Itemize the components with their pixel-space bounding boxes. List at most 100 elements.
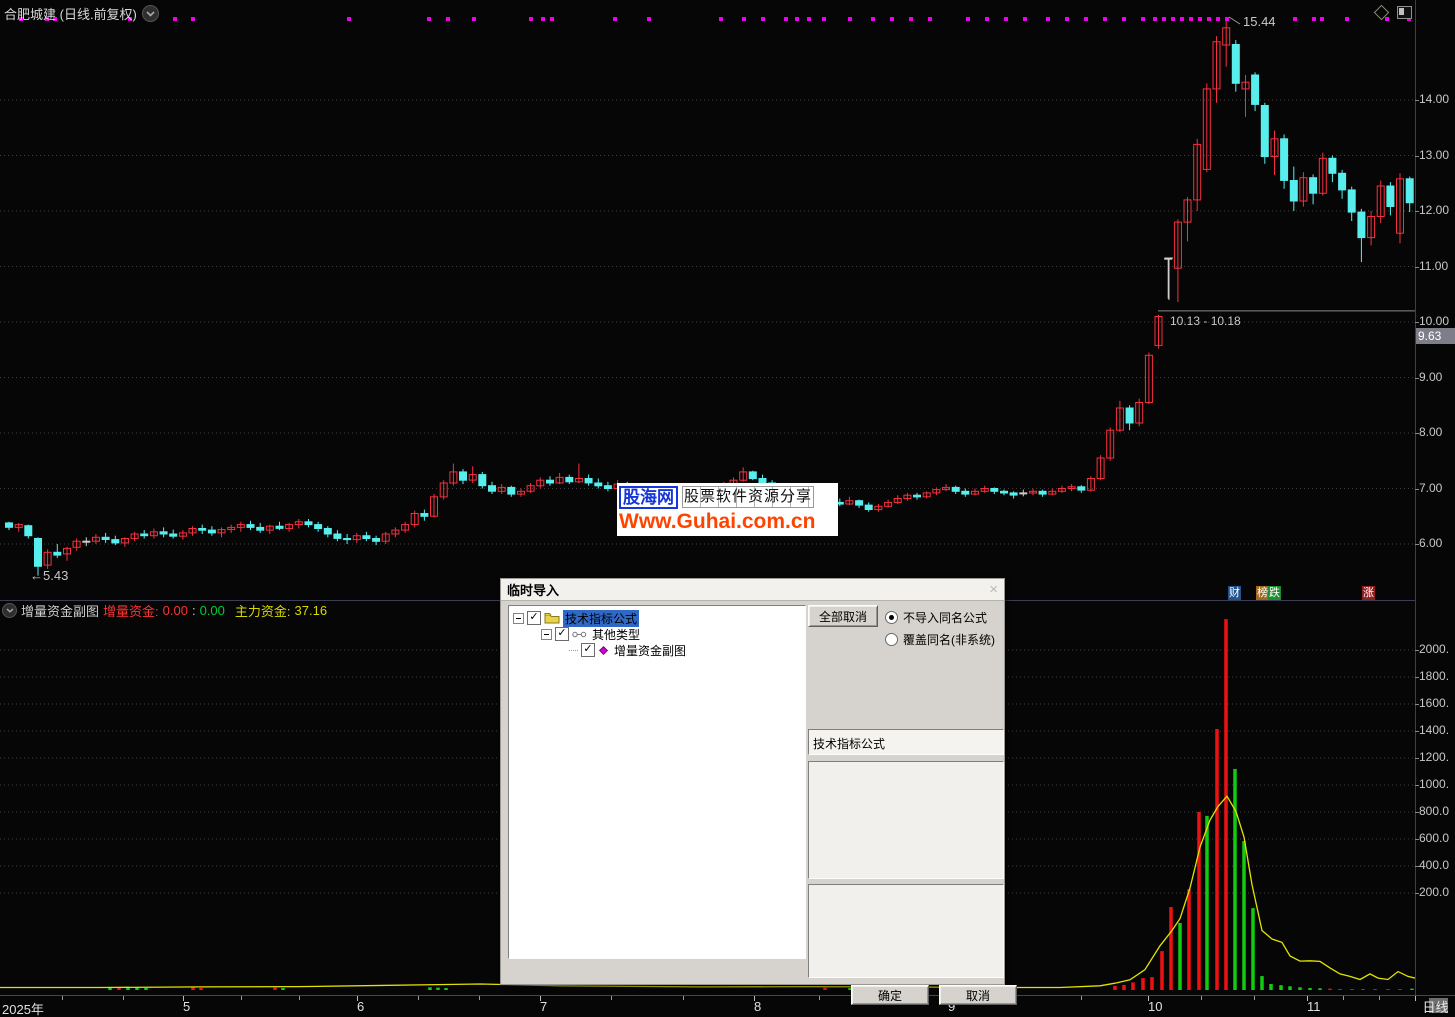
period-selector[interactable]: 日线 (1422, 1000, 1449, 1015)
candle (63, 546, 71, 561)
radio-option[interactable]: 不导入同名公式 (885, 609, 987, 626)
tree-item-label[interactable]: 增量资金副图 (614, 643, 687, 658)
signal-dot (541, 17, 545, 21)
candle (1096, 455, 1105, 481)
axis-tick (357, 996, 358, 1001)
candle (1396, 173, 1404, 244)
candle (34, 537, 42, 576)
quick-tag[interactable]: 跌 (1268, 586, 1281, 600)
tree-checkbox[interactable]: ✓ (555, 627, 569, 641)
candle (546, 476, 554, 486)
ok-button[interactable]: 确定 (851, 985, 929, 1005)
signal-dot (1189, 17, 1193, 21)
axis-tick (1415, 731, 1419, 732)
gap-annotation: 10.13 - 10.18 (1170, 314, 1241, 328)
candle (942, 484, 950, 492)
signal-dot (19, 17, 23, 21)
folder-icon (544, 612, 560, 624)
axis-tick (1415, 704, 1419, 705)
axis-tick (1307, 996, 1308, 1001)
tree-item-label[interactable]: 技术指标公式 (563, 609, 640, 627)
tree-item-label[interactable]: 其他类型 (592, 627, 641, 642)
formula-tree[interactable]: ✓ 技术指标公式 ✓ 其他类型 ✓ 增量资金副图 (508, 605, 806, 959)
axis-tick (1415, 267, 1419, 268)
candle (536, 477, 545, 489)
signal-dot (472, 17, 476, 21)
candle (893, 495, 902, 504)
cancel-all-button[interactable]: 全部取消 (808, 605, 878, 627)
signal-dot (1065, 17, 1069, 21)
stock-title-label: 合肥城建 (日线.前复权) (4, 7, 137, 22)
candle (439, 480, 448, 500)
tree-checkbox[interactable]: ✓ (581, 643, 595, 657)
split-pane-icon[interactable] (1397, 6, 1412, 19)
value-axis-label: 1200. (1419, 750, 1450, 764)
close-icon[interactable]: × (989, 581, 998, 598)
dialog-body: ✓ 技术指标公式 ✓ 其他类型 ✓ 增量资金副图 全部取消 不导入同名公式 覆盖同名(非系… (501, 601, 1017, 1005)
candle (391, 527, 400, 538)
axis-tick (183, 996, 184, 1001)
candle (323, 526, 332, 538)
signal-dot (1122, 17, 1126, 21)
quick-tag[interactable]: 榜 (1256, 586, 1269, 600)
tree-checkbox[interactable]: ✓ (527, 611, 541, 625)
candle (372, 535, 381, 546)
signal-dot (1153, 17, 1157, 21)
candle (1115, 400, 1124, 432)
indicator-name[interactable]: 增量资金副图 (21, 604, 100, 619)
radio-option[interactable]: 覆盖同名(非系统) (885, 631, 995, 648)
candle (1057, 485, 1066, 493)
formula-source-panel (808, 761, 1004, 879)
candle (24, 524, 33, 539)
value-axis-label: 2000. (1419, 642, 1450, 656)
chevron-down-icon[interactable] (141, 5, 159, 22)
candle (1405, 176, 1414, 213)
tree-expander-icon[interactable] (541, 628, 552, 640)
field2-value: 0.00 (199, 603, 225, 618)
dialog-titlebar[interactable]: 临时导入 × (501, 579, 1004, 601)
candle (1067, 484, 1076, 492)
candle (565, 474, 574, 485)
tree-item[interactable]: ✓ 技术指标公式 (513, 609, 640, 627)
tree-expander-icon[interactable] (513, 612, 524, 624)
candle (1289, 166, 1298, 211)
tree-item[interactable]: ✓ 其他类型 (541, 626, 642, 642)
signal-dot (1162, 17, 1166, 21)
axis-tick (1415, 433, 1419, 434)
axis-tick (540, 996, 541, 1001)
candle (362, 531, 371, 542)
candle (1144, 352, 1153, 405)
axis-tick (1415, 677, 1419, 678)
candle (198, 524, 207, 534)
candle (1376, 180, 1385, 224)
tree-item[interactable]: ✓ 增量资金副图 (569, 642, 688, 658)
price-axis-label: 8.00 (1419, 425, 1443, 439)
candle (1212, 36, 1221, 103)
last-price-badge: 9.63 (1416, 328, 1455, 344)
chevron-down-circle-icon[interactable] (2, 603, 17, 618)
candle (1347, 186, 1356, 221)
signal-dot (1207, 17, 1211, 21)
axis-tick (1415, 758, 1419, 759)
candle (1029, 488, 1037, 496)
funds-sub-chart[interactable] (0, 600, 1415, 995)
candle (1309, 174, 1318, 205)
quick-tag[interactable]: 财 (1228, 586, 1241, 600)
radio-icon[interactable] (885, 611, 898, 624)
radio-icon[interactable] (885, 633, 898, 646)
axis-tick (1415, 322, 1419, 323)
cancel-button[interactable]: 取消 (939, 985, 1017, 1005)
axis-tick (1415, 544, 1419, 545)
signal-dot (191, 17, 195, 21)
signal-dot (1180, 17, 1184, 21)
field1-label: 增量资金: (103, 604, 159, 619)
candle (1280, 134, 1289, 189)
month-label: 7 (540, 999, 548, 1014)
candle (82, 537, 91, 547)
diamond-icon[interactable] (1373, 4, 1390, 21)
scroll-badge[interactable]: -- (1429, 998, 1448, 1013)
candle (217, 527, 226, 538)
signal-dot (1293, 17, 1297, 21)
quick-tag[interactable]: 涨 (1362, 586, 1375, 600)
